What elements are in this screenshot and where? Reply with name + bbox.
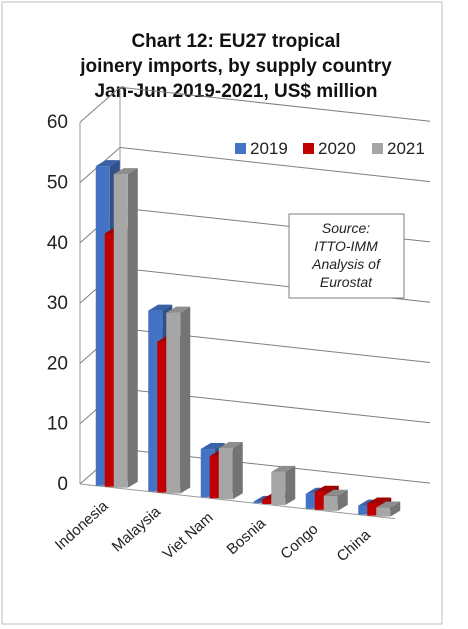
y-tick-label: 40 [47,233,68,254]
chart-title-line-2: joinery imports, by supply country [79,56,392,77]
legend: 2019 2020 2021 [235,139,425,158]
chart-title-line-1: Chart 12: EU27 tropical [131,31,340,52]
bar-top-face [376,501,401,508]
bar-top-face [95,160,120,167]
bar-front-face [218,448,233,500]
floor-edge [79,483,396,520]
bar-2021-china [376,501,401,517]
legend-label-2020: 2020 [318,139,356,158]
y-axis: 0 10 20 30 40 50 60 [47,112,68,495]
bar-side-face [127,168,138,488]
bar-front-face [323,495,338,511]
bar-side-face [180,306,191,494]
bar-front-face [113,174,128,488]
chart-title-line-3: Jan-Jun 2019-2021, US$ million [94,81,377,102]
bar-top-face [271,465,296,472]
gridline [119,86,431,122]
source-line-1: Source: [322,220,370,236]
bar-top-face [314,485,339,492]
legend-swatch-2020 [303,143,314,154]
y-tick-label: 20 [47,353,68,374]
bar-front-face [376,507,391,517]
y-tick-label: 60 [47,112,68,133]
source-line-3: Analysis of [311,256,382,272]
bar-2021-congo [323,489,348,511]
y-tick-label: 30 [47,293,68,314]
bars [95,160,401,517]
bar-front-face [166,312,181,494]
bar-front-face [262,499,277,505]
chart-border [1,1,443,625]
bar-side-face [390,501,401,517]
bar-front-face [358,505,373,515]
bar-front-face [253,501,268,504]
bar-side-face [285,465,296,506]
legend-label-2019: 2019 [250,139,288,158]
bar-top-face [367,497,392,504]
bar-top-face [218,442,243,449]
bar-top-face [113,168,138,175]
bar-side-face [337,489,348,511]
source-annotation: Source: ITTO-IMM Analysis of Eurostat [288,213,405,299]
bar-2021-malaysia [166,306,191,494]
bar-top-face [323,489,348,496]
bar-top-face [148,304,173,311]
y-tick-label: 0 [57,474,68,495]
legend-swatch-2019 [235,143,246,154]
bar-top-face [200,443,225,450]
y-tick-label: 10 [47,414,68,435]
gridline [119,147,431,183]
bar-front-face [271,471,286,506]
legend-label-2021: 2021 [387,139,425,158]
source-line-2: ITTO-IMM [314,238,378,254]
bar-2021-indonesia [113,168,138,488]
y-tick-label: 50 [47,173,68,194]
gridline-side [79,86,121,123]
legend-swatch-2021 [372,143,383,154]
bar-top-face [166,306,191,313]
source-box-frame [288,213,405,299]
bar-side-face [232,442,243,500]
source-line-4: Eurostat [320,274,373,290]
bar-2021-bosnia [271,465,296,506]
bar-2021-viet-nam [218,442,243,500]
